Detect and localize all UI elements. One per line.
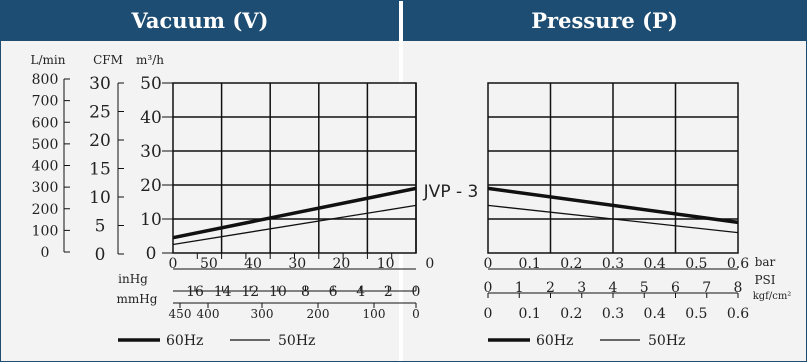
m3h-tick-label: 30 <box>140 142 162 162</box>
mmhg-tick-label: 0 <box>412 307 420 321</box>
l-min-tick-label: 800 <box>32 72 59 88</box>
l-min-tick-label: 300 <box>32 180 59 196</box>
m3h-tick-label: 40 <box>140 108 162 128</box>
unit-psi: PSI <box>754 273 775 287</box>
vacuum-legend-label-60hz: 60Hz <box>166 333 203 349</box>
inhg-tick-label: 6 <box>329 284 338 300</box>
kgf-tick-label: 0.5 <box>685 306 707 322</box>
kgf-tick-label: 0.4 <box>644 306 666 322</box>
kgf-tick-label: 0 <box>484 306 493 322</box>
curve-label: JVP - 3 <box>423 182 479 202</box>
kgf-tick-label: 0.3 <box>602 306 624 322</box>
psi-tick-label: 6 <box>671 280 680 296</box>
bar-tick-label: 0.4 <box>644 256 666 272</box>
vacuum-legend-label-50hz: 50Hz <box>278 333 315 349</box>
kgf-tick-label: 0.2 <box>560 306 582 322</box>
psi-tick-label: 5 <box>640 280 649 296</box>
vacuum-tick-label: 0 <box>169 256 178 272</box>
inhg-tick-label: 16 <box>186 284 204 300</box>
vacuum-tick-label: 30 <box>288 256 306 272</box>
psi-tick-label: 3 <box>577 280 586 296</box>
vacuum-tick-label: 0 <box>425 256 434 272</box>
bar-tick-label: 0.5 <box>685 256 707 272</box>
psi-tick-label: 7 <box>702 280 711 296</box>
cfm-tick-label: 30 <box>89 74 111 94</box>
vacuum-tick-label: 50 <box>200 256 218 272</box>
l-min-tick-label: 500 <box>32 137 59 153</box>
vacuum-tick-label: 20 <box>333 256 351 272</box>
inhg-tick-label: 8 <box>301 284 310 300</box>
cfm-tick-label: 0 <box>95 245 106 265</box>
kgf-tick-label: 0.1 <box>519 306 541 322</box>
inhg-tick-label: 10 <box>269 284 287 300</box>
inhg-tick-label: 14 <box>214 284 232 300</box>
cfm-tick-label: 25 <box>89 103 111 123</box>
psi-tick-label: 8 <box>734 280 743 296</box>
m3h-tick-label: 20 <box>140 176 162 196</box>
unit-m3h: m³/h <box>136 53 164 67</box>
l-min-tick-label: 0 <box>41 245 50 261</box>
cfm-tick-label: 20 <box>89 131 111 151</box>
vacuum-header: Vacuum (V) <box>1 1 399 41</box>
mmhg-tick-label: 300 <box>251 307 274 321</box>
pressure-series-50Hz <box>487 204 739 234</box>
unit-inhg: inHg <box>118 272 148 286</box>
mmhg-tick-label: 400 <box>197 307 220 321</box>
l-min-tick-label: 200 <box>32 202 59 218</box>
l-min-tick-label: 600 <box>32 115 59 131</box>
pressure-legend-label-60hz: 60Hz <box>536 333 573 349</box>
cfm-tick-label: 10 <box>89 188 111 208</box>
unit-bar: bar <box>755 255 776 269</box>
inhg-tick-label: 12 <box>241 284 259 300</box>
unit-cfm: CFM <box>93 53 123 67</box>
bar-tick-label: 0.6 <box>727 256 749 272</box>
mmhg-tick-label: 200 <box>307 307 330 321</box>
inhg-tick-label: 2 <box>384 284 393 300</box>
unit-mmhg: mmHg <box>117 292 158 306</box>
bar-tick-label: 0.3 <box>602 256 624 272</box>
kgf-tick-label: 0.6 <box>727 306 749 322</box>
cfm-tick-label: 15 <box>89 160 111 180</box>
psi-tick-label: 2 <box>546 280 555 296</box>
bar-tick-label: 0 <box>484 256 493 272</box>
pressure-series-60Hz <box>487 186 739 225</box>
inhg-tick-label: 0 <box>412 284 421 300</box>
pressure-header: Pressure (P) <box>403 1 806 41</box>
inhg-tick-label: 4 <box>356 284 365 300</box>
m3h-tick-label: 10 <box>140 210 162 230</box>
psi-tick-label: 1 <box>515 280 524 296</box>
unit-kgf: kgf/cm² <box>753 291 792 302</box>
vacuum-tick-label: 40 <box>244 256 262 272</box>
bar-tick-label: 0.2 <box>560 256 582 272</box>
psi-tick-label: 0 <box>484 280 493 296</box>
vacuum-tick-label: 10 <box>377 256 395 272</box>
cfm-tick-label: 5 <box>95 217 106 237</box>
l-min-tick-label: 700 <box>32 94 59 110</box>
bar-tick-label: 0.1 <box>519 256 541 272</box>
m3h-tick-label: 50 <box>140 74 162 94</box>
unit-l-min: L/min <box>31 53 66 67</box>
mmhg-tick-label: 100 <box>363 307 386 321</box>
vacuum-series-60Hz <box>172 186 417 240</box>
m3h-tick-label: 0 <box>146 244 157 264</box>
vacuum-plot-area <box>172 82 417 254</box>
l-min-tick-label: 400 <box>32 159 59 175</box>
psi-tick-label: 4 <box>609 280 618 296</box>
l-min-tick-label: 100 <box>32 223 59 239</box>
pressure-legend-label-50hz: 50Hz <box>648 333 685 349</box>
mmhg-tick-label: 450 <box>169 307 192 321</box>
vacuum-series-50Hz <box>172 204 417 246</box>
